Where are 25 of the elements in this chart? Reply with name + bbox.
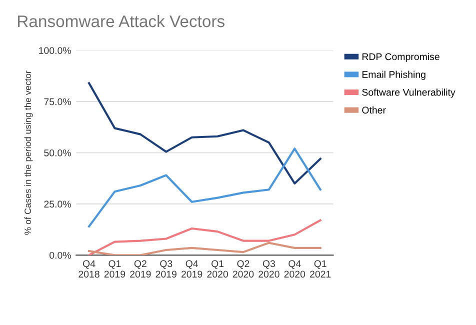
x-tick-label: Q4 2019 — [182, 260, 202, 278]
x-tick-label: Q2 2019 — [130, 260, 151, 278]
y-tick-label: 0.0% — [50, 252, 71, 259]
y-tick-label: 100.0% — [39, 47, 71, 54]
legend-label: RDP Compromise — [362, 52, 440, 62]
legend-label: Email Phishing — [362, 70, 426, 80]
chart-title: Ransomware Attack Vectors — [18, 14, 224, 28]
x-tick-label: Q1 2019 — [104, 260, 126, 278]
y-tick-label: 50.0% — [44, 149, 71, 156]
x-tick-label: Q4 2018 — [78, 260, 100, 278]
x-tick-label: Q3 2019 — [156, 260, 176, 278]
line-series — [88, 82, 322, 185]
y-tick-label: 25.0% — [44, 200, 71, 208]
x-tick-label: Q3 2020 — [258, 260, 280, 278]
x-tick-label: Q2 2020 — [232, 260, 254, 278]
line-series — [88, 242, 322, 256]
y-axis-title: % of Cases in the period using the vector — [24, 70, 33, 235]
legend-label: Other — [362, 106, 386, 114]
x-tick-label: Q1 2020 — [207, 260, 228, 278]
legend-label: Software Vulnerability — [362, 88, 456, 98]
x-tick-label: Q4 2020 — [284, 260, 306, 278]
line-series — [88, 219, 322, 256]
x-tick-label: Q1 2021 — [310, 260, 331, 278]
line-series — [88, 148, 322, 228]
y-tick-label: 75.0% — [44, 98, 71, 106]
